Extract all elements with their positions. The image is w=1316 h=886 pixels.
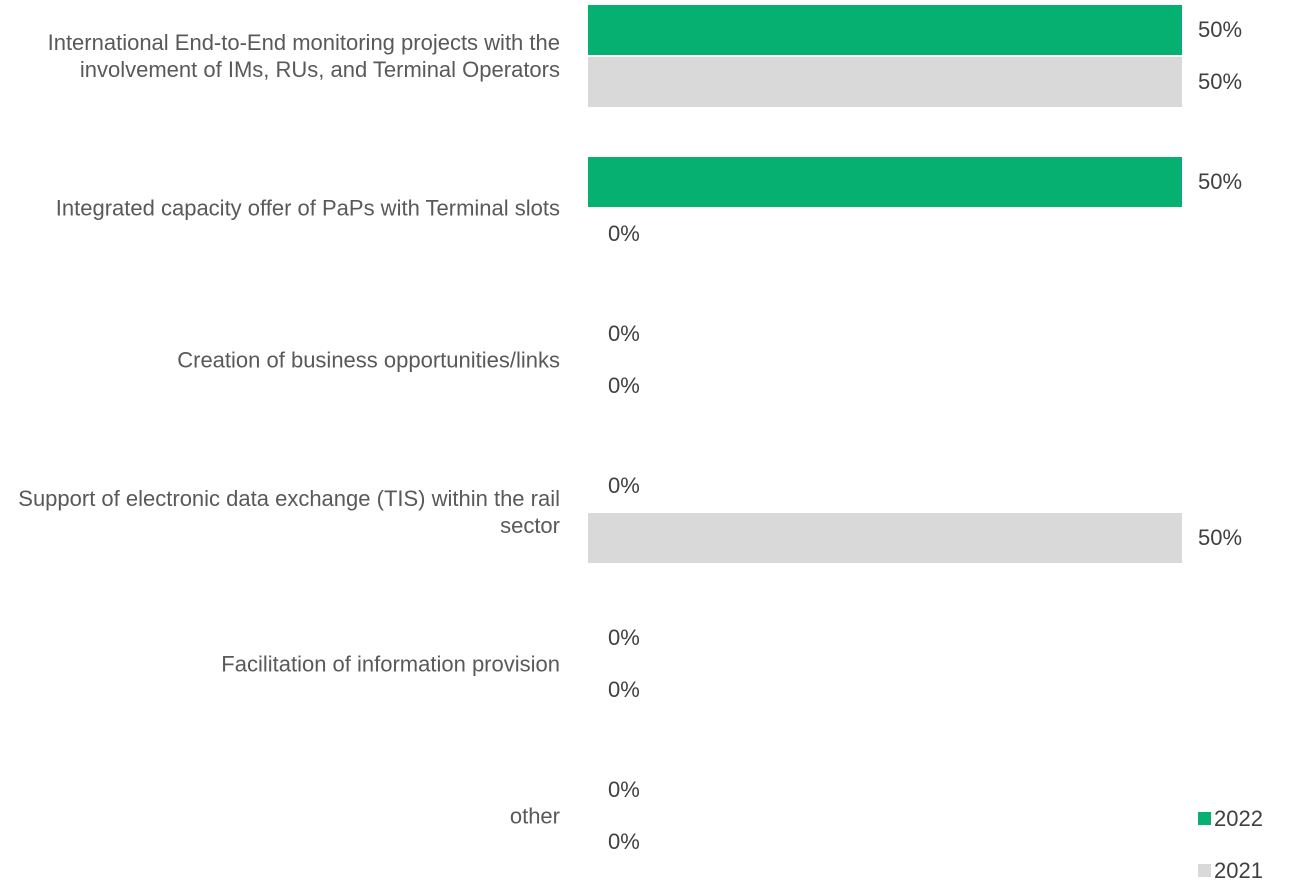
bar bbox=[588, 157, 1182, 207]
category-label: Integrated capacity offer of PaPs with T… bbox=[55, 195, 560, 221]
category-label: International End-to-End monitoring proj… bbox=[47, 30, 560, 82]
category-label: Facilitation of information provision bbox=[221, 651, 560, 677]
category-label: Support of electronic data exchange (TIS… bbox=[18, 486, 560, 538]
category-label: Creation of business opportunities/links bbox=[177, 347, 560, 373]
category-label: other bbox=[509, 803, 560, 829]
legend-swatch bbox=[1198, 864, 1211, 877]
value-label: 0% bbox=[608, 473, 640, 498]
legend-label: 2021 bbox=[1214, 858, 1263, 883]
value-label: 0% bbox=[608, 373, 640, 398]
value-label: 0% bbox=[608, 625, 640, 650]
legend-swatch bbox=[1198, 812, 1211, 825]
value-label: 0% bbox=[608, 829, 640, 854]
value-label: 50% bbox=[1198, 69, 1243, 94]
bar bbox=[588, 5, 1182, 55]
value-label: 50% bbox=[1198, 169, 1243, 194]
value-label: 50% bbox=[1198, 17, 1243, 42]
value-label: 0% bbox=[608, 321, 640, 346]
value-label: 0% bbox=[608, 677, 640, 702]
bar bbox=[588, 513, 1182, 563]
value-label: 50% bbox=[1198, 525, 1243, 550]
legend-label: 2022 bbox=[1214, 806, 1263, 831]
value-label: 0% bbox=[608, 221, 640, 246]
bar bbox=[588, 57, 1182, 107]
value-label: 0% bbox=[608, 777, 640, 802]
